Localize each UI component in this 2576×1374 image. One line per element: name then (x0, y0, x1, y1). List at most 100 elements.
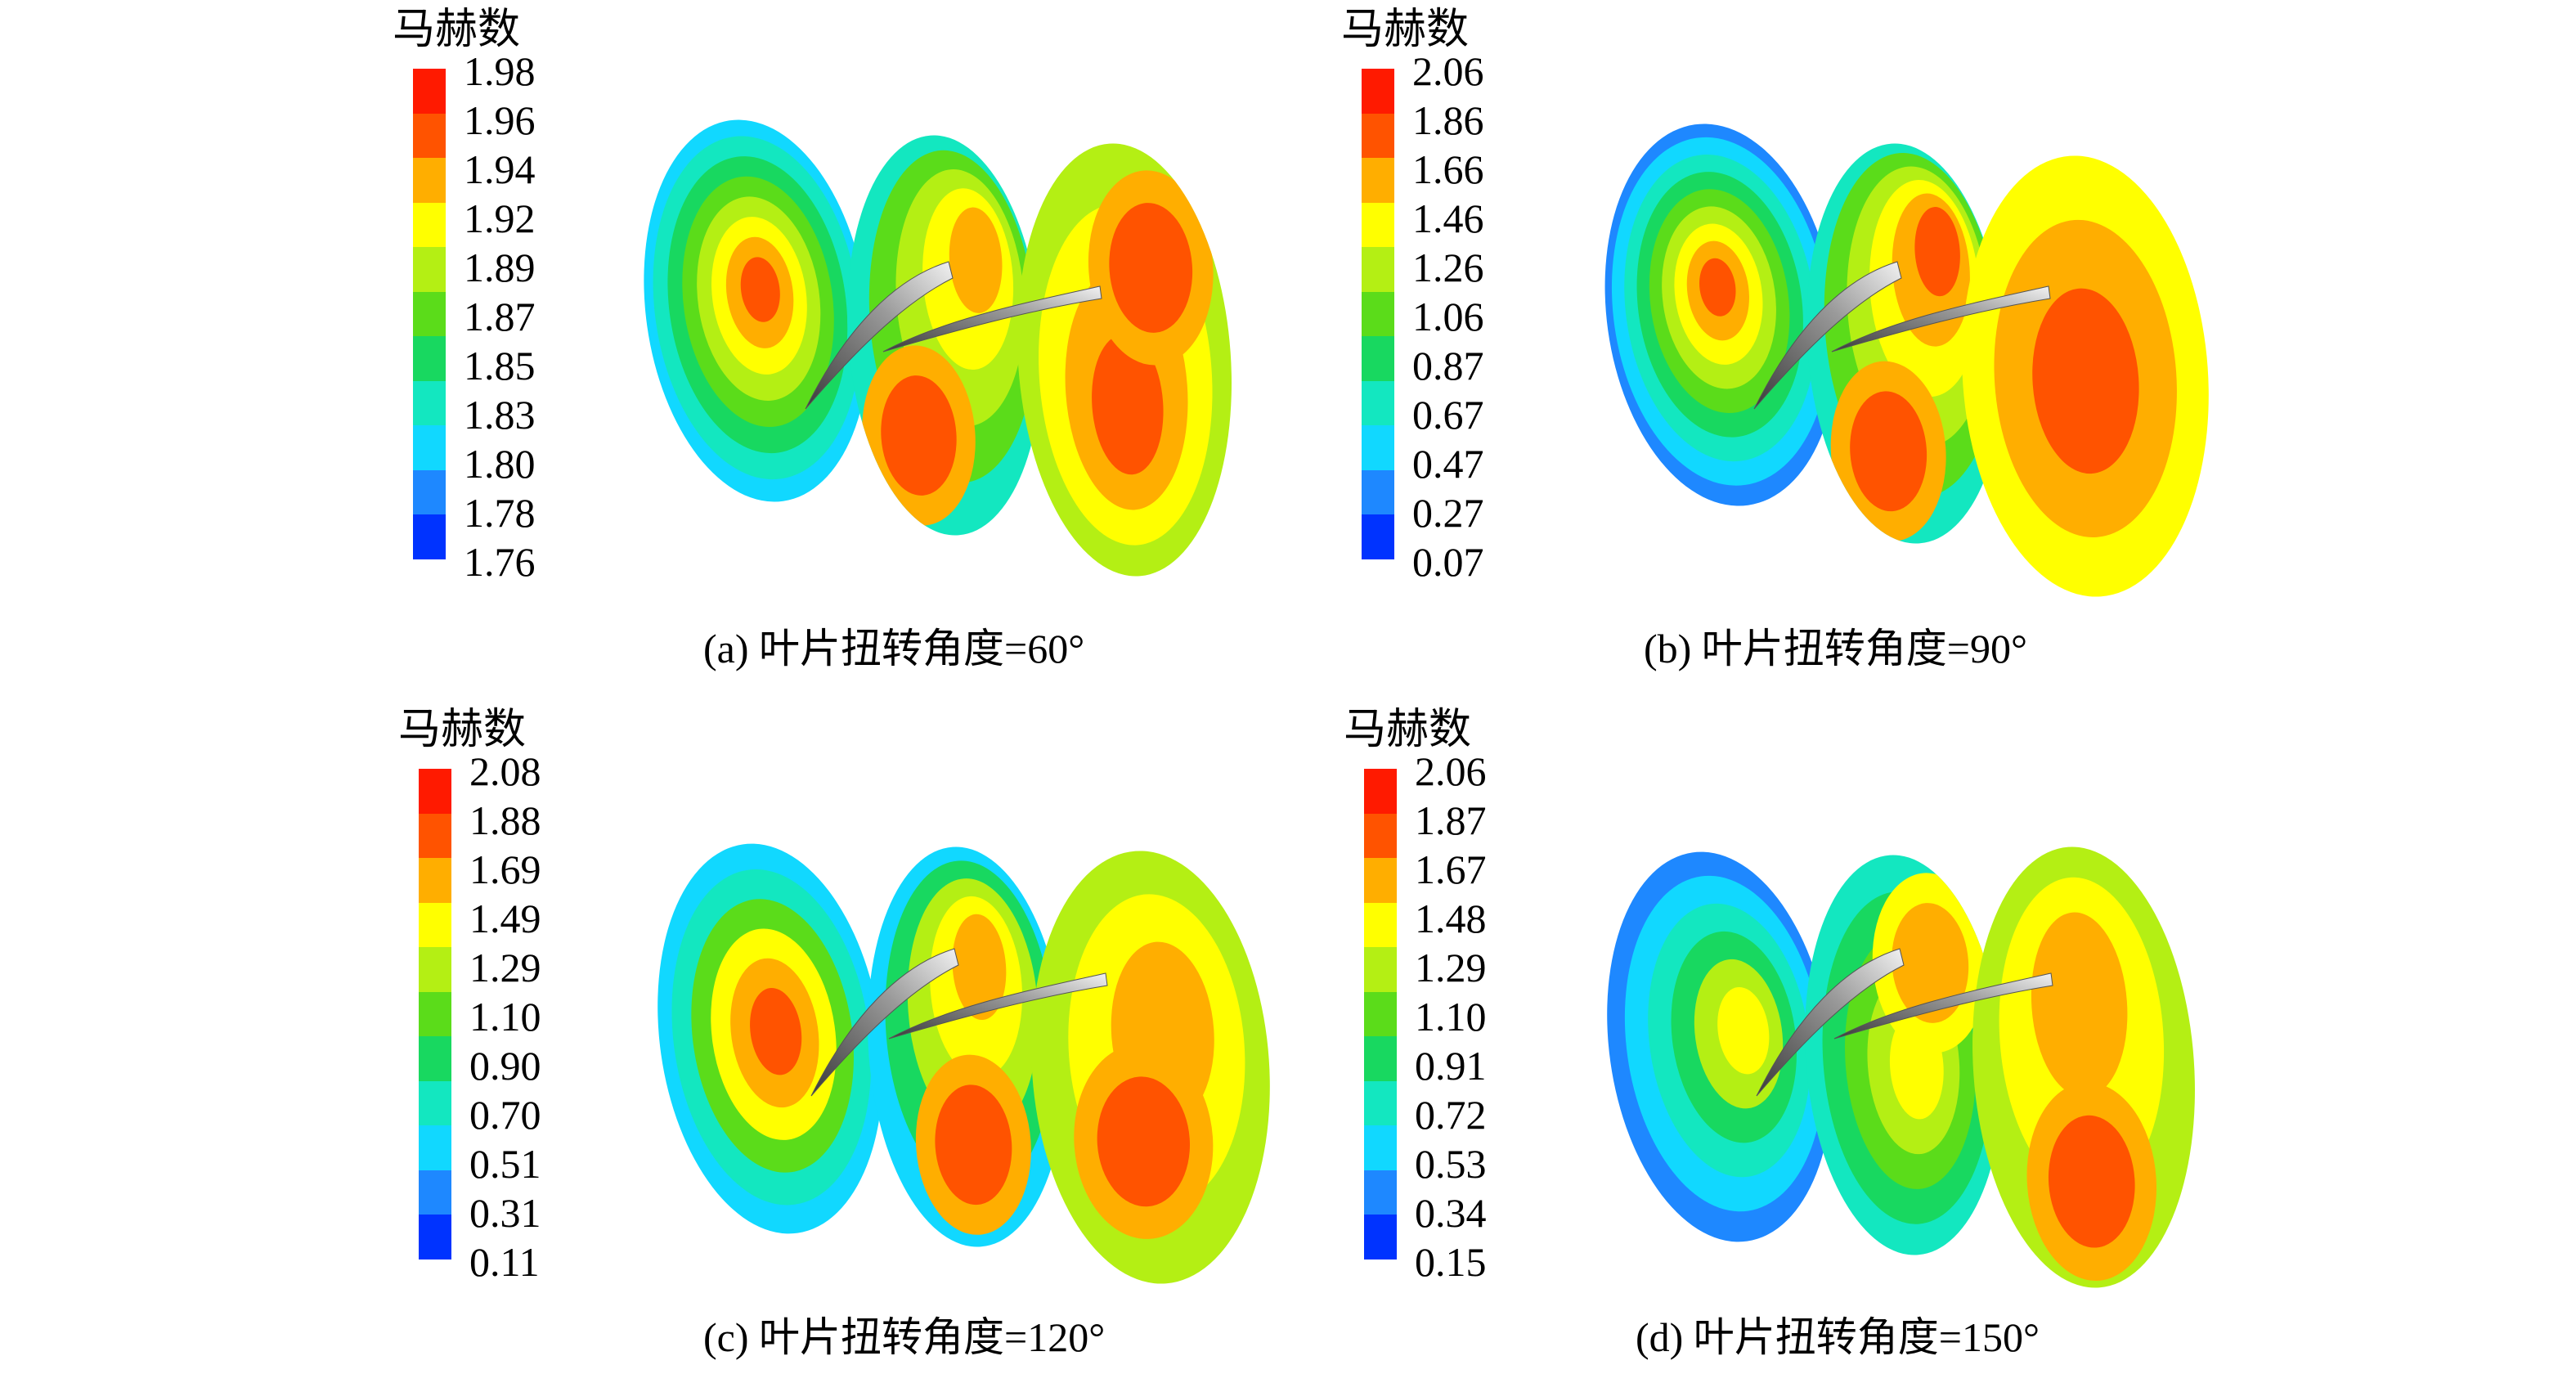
colorbar (419, 769, 451, 1260)
contour-band (1109, 203, 1193, 333)
colorbar-swatch (419, 1215, 451, 1260)
colorbar-tick-label: 1.76 (464, 539, 536, 585)
twisted-blade (805, 261, 954, 410)
colorbar-swatch (1364, 769, 1397, 815)
twisted-blade (1756, 948, 1905, 1097)
colorbar-swatch (413, 425, 446, 471)
cross-section-disk-2 (842, 131, 1047, 540)
contour-band (1717, 986, 1770, 1075)
colorbar-tick-label: 0.72 (1415, 1092, 1487, 1138)
colorbar-tick-label: 0.27 (1412, 490, 1484, 536)
colorbar-tick-label: 2.06 (1412, 48, 1484, 94)
colorbar-tick-label: 1.86 (1412, 97, 1484, 143)
panel-caption: (a) 叶片扭转角度=60° (703, 626, 1085, 671)
colorbar-tick-label: 0.53 (1415, 1141, 1487, 1187)
colorbar-tick-label: 2.08 (469, 748, 541, 794)
colorbar-swatch (1364, 1080, 1397, 1126)
colorbar-swatch (413, 291, 446, 337)
cross-section-disk-1 (638, 115, 875, 506)
contour-band (2031, 912, 2128, 1098)
contour-visualization (638, 115, 1237, 581)
colorbar-swatch (1362, 158, 1394, 204)
twisted-blade (1831, 285, 2051, 352)
colorbar-swatch (1362, 380, 1394, 426)
cross-section-disk-3 (1967, 842, 2201, 1292)
colorbar-title: 马赫数 (393, 5, 521, 54)
colorbar-tick-label: 1.49 (469, 896, 541, 941)
colorbar-tick-label: 1.67 (1415, 846, 1487, 892)
colorbar-tick-label: 1.26 (1412, 245, 1484, 290)
colorbar (1362, 69, 1394, 560)
colorbar-swatch (413, 514, 446, 560)
colorbar (1364, 769, 1397, 1260)
colorbar-swatch (1364, 1215, 1397, 1260)
colorbar-tick-label: 0.70 (469, 1092, 541, 1138)
panel-caption: (b) 叶片扭转角度=90° (1644, 626, 2027, 671)
colorbar-swatch (1364, 858, 1397, 904)
colorbar-swatch (419, 1170, 451, 1215)
colorbar-swatch (413, 158, 446, 204)
contour-band (750, 987, 802, 1075)
colorbar-swatch (413, 113, 446, 159)
contour-band (2048, 1115, 2135, 1248)
panel-caption: (d) 叶片扭转角度=150° (1636, 1314, 2040, 1360)
colorbar-swatch (413, 336, 446, 382)
colorbar-tick-label: 1.87 (464, 294, 536, 339)
contour-visualization (1601, 842, 2201, 1292)
colorbar-swatch (413, 247, 446, 293)
colorbar-tick-label: 1.92 (464, 195, 536, 241)
colorbar-tick-label: 0.90 (469, 1043, 541, 1089)
cross-section-disk-2 (863, 842, 1070, 1251)
colorbar-swatch (413, 469, 446, 515)
cross-section-disk-3 (1025, 846, 1277, 1288)
colorbar-swatch (1364, 813, 1397, 859)
colorbar-tick-label: 1.10 (469, 994, 541, 1039)
colorbar-swatch (419, 1080, 451, 1126)
colorbar-tick-label: 1.29 (1415, 945, 1487, 990)
contour-band (1892, 903, 1969, 1023)
colorbar-swatch (1362, 247, 1394, 293)
colorbar-title: 马赫数 (1341, 5, 1470, 54)
colorbar-swatch (1362, 291, 1394, 337)
colorbar-tick-label: 1.80 (464, 441, 536, 487)
colorbar-tick-label: 1.69 (469, 846, 541, 892)
colorbar-tick-label: 0.51 (469, 1141, 541, 1187)
colorbar-tick-label: 1.29 (469, 945, 541, 990)
colorbar-tick-label: 1.94 (464, 146, 536, 192)
twisted-blade (810, 948, 959, 1097)
colorbar-swatch (419, 769, 451, 815)
colorbar-tick-label: 0.87 (1412, 343, 1484, 388)
twisted-blade (882, 285, 1102, 352)
colorbar-tick-label: 1.06 (1412, 294, 1484, 339)
panel-b: 马赫数 2.06 1.86 1.66 1.46 1.26 1.06 0.87 0.67 0.47 0… (1288, 0, 2576, 687)
colorbar-tick-label: 0.67 (1412, 392, 1484, 438)
colorbar-tick-label: 0.11 (469, 1239, 540, 1285)
colorbar-swatch (1364, 991, 1397, 1037)
colorbar-tick-label: 1.89 (464, 245, 536, 290)
contour-band (1097, 1076, 1190, 1207)
colorbar-swatch (419, 813, 451, 859)
cross-section-disk-3 (1955, 151, 2215, 601)
colorbar-tick-label: 0.31 (469, 1190, 541, 1236)
colorbar-tick-label: 2.06 (1415, 748, 1487, 794)
colorbar-swatch (419, 947, 451, 993)
contour-band (740, 257, 780, 322)
colorbar-swatch (1364, 947, 1397, 993)
panel-caption: (c) 叶片扭转角度=120° (703, 1314, 1106, 1360)
cross-section-disk-1 (1601, 847, 1838, 1246)
contour-band (935, 1084, 1012, 1206)
colorbar-tick-label: 0.07 (1412, 539, 1484, 585)
contour-band (1699, 258, 1736, 317)
colorbar-tick-label: 1.96 (464, 97, 536, 143)
contour-visualization (1599, 119, 2215, 601)
colorbar-tick-label: 1.88 (469, 797, 541, 843)
colorbar-title: 马赫数 (1344, 705, 1472, 754)
colorbar-swatch (1364, 1036, 1397, 1082)
colorbar-tick-label: 1.48 (1415, 896, 1487, 941)
colorbar-tick-label: 0.34 (1415, 1190, 1487, 1236)
colorbar-swatch (1362, 202, 1394, 248)
colorbar-swatch (419, 902, 451, 948)
colorbar-swatch (1362, 425, 1394, 471)
twisted-blade (1753, 261, 1902, 410)
twisted-blade (888, 972, 1108, 1039)
